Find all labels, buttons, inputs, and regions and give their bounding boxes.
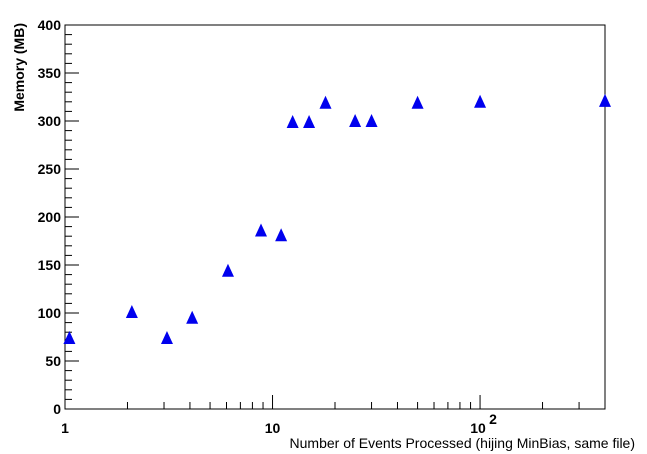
x-tick-label: 10 [470, 420, 486, 436]
data-point-marker [365, 114, 378, 127]
data-point-marker [221, 263, 234, 277]
x-tick-exponent: 2 [489, 411, 497, 427]
y-tick-label: 400 [38, 17, 62, 33]
data-point-marker [349, 114, 362, 127]
data-point-marker [63, 330, 76, 344]
y-tick-label: 200 [38, 209, 62, 225]
data-point-marker [160, 330, 173, 344]
data-points [63, 93, 611, 344]
data-point-marker [186, 310, 199, 324]
x-axis-title: Number of Events Processed (hijing MinBi… [290, 435, 635, 451]
data-point-marker [319, 95, 332, 109]
data-point-marker [474, 94, 487, 108]
data-point-marker [286, 114, 299, 128]
x-tick-label: 10 [265, 420, 281, 436]
x-tick-label: 1 [61, 420, 69, 436]
data-point-marker [255, 223, 268, 237]
data-point-marker [411, 95, 424, 109]
x-axis-ticks [64, 395, 606, 409]
y-tick-label: 300 [38, 113, 62, 129]
y-tick-label: 100 [38, 305, 62, 321]
y-tick-label: 0 [53, 401, 61, 417]
y-axis-tick-labels: 0 50 100 150 200 250 300 350 400 [38, 17, 62, 417]
data-point-marker [303, 114, 316, 128]
y-tick-label: 50 [45, 353, 61, 369]
y-tick-label: 150 [38, 257, 62, 273]
x-axis-tick-labels: 1 10 102 [61, 411, 497, 436]
data-point-marker [275, 228, 288, 242]
y-axis-ticks [65, 24, 79, 410]
data-point-marker [125, 305, 138, 319]
data-point-marker [599, 93, 611, 107]
y-tick-label: 250 [38, 161, 62, 177]
y-tick-label: 350 [38, 65, 62, 81]
y-axis-title: Memory (MB) [11, 23, 27, 112]
